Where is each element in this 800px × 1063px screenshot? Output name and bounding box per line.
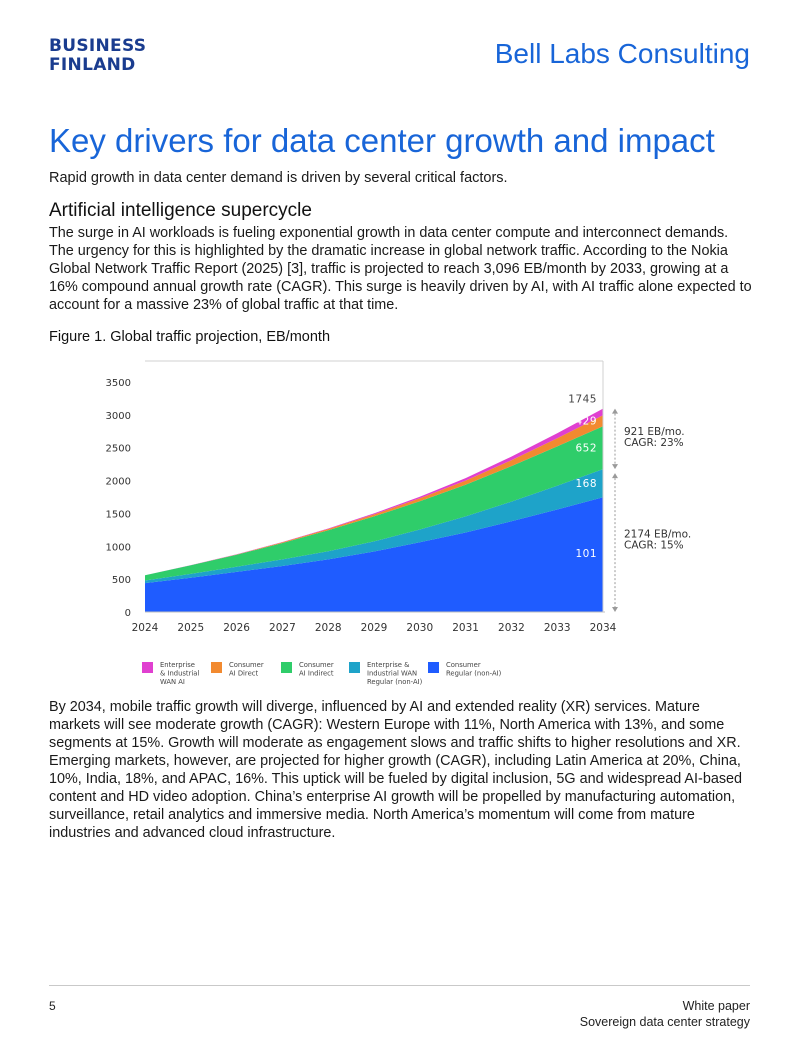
legend-label: Industrial WAN [367, 670, 417, 678]
legend-label: Enterprise & [367, 661, 410, 669]
page-title: Key drivers for data center growth and i… [49, 122, 715, 159]
brand-name: Bell Labs Consulting [494, 38, 750, 69]
annotation-non-ai-line-2: CAGR: 15% [624, 540, 684, 552]
legend-label: Consumer [229, 661, 264, 669]
annotation-ai-line-2: CAGR: 23% [624, 437, 684, 449]
x-tick-label: 2033 [544, 622, 571, 634]
data-label-enterprise-wan: 168 [575, 478, 597, 490]
ai-bracket-arrow-top [612, 408, 618, 414]
legend-swatch [142, 662, 153, 673]
footer-document-info: White paper Sovereign data center strate… [580, 998, 750, 1030]
y-tick-label: 2500 [106, 444, 131, 455]
y-tick-label: 500 [112, 575, 131, 586]
data-label-enterprise-ai: 1745 [568, 394, 597, 406]
data-label-consumer-ai-indirect: 652 [575, 443, 597, 455]
logo-line-1: BUSINESS [49, 36, 147, 56]
chart-labels: 1745 429 652 168 101 921 EB/mo.CAGR: 23% 2174 … [568, 394, 691, 612]
chart-axes: 0 500 1000 1500 2000 2500 3000 3500 2024 2025 2026… [106, 360, 617, 634]
footer-line-2: Sovereign data center strategy [579, 1015, 750, 1029]
x-tick-label: 2031 [452, 622, 479, 634]
y-tick-label: 3500 [106, 378, 131, 389]
data-label-consumer-regular: 101 [575, 548, 597, 560]
x-tick-label: 2029 [361, 622, 388, 634]
legend-label: AI Direct [229, 670, 259, 678]
logo-line-2: FINLAND [49, 55, 136, 75]
figure-caption: Figure 1. Global traffic projection, EB/… [49, 329, 331, 345]
legend-swatch [281, 662, 292, 673]
non-ai-bracket-arrow-bottom [612, 607, 618, 612]
legend-label: Enterprise [160, 661, 195, 669]
footer-line-1: White paper [682, 999, 750, 1013]
x-tick-label: 2027 [269, 622, 296, 634]
annotation-non-ai-line-1: 2174 EB/mo. [624, 529, 691, 541]
section-heading: Artificial intelligence supercycle [49, 200, 312, 221]
legend-label: Regular (non-AI) [367, 678, 423, 686]
legend-swatch [349, 662, 360, 673]
x-tick-label: 2028 [315, 622, 342, 634]
legend-label: Consumer [446, 661, 481, 669]
series-area-0 [145, 497, 603, 612]
legend-label: Consumer [299, 661, 334, 669]
y-tick-label: 3000 [106, 411, 131, 422]
paragraph-2: By 2034, mobile traffic growth will dive… [49, 699, 743, 841]
annotation-ai-line-1: 921 EB/mo. [624, 426, 685, 438]
x-tick-label: 2030 [406, 622, 433, 634]
y-tick-label: 0 [125, 608, 131, 619]
x-tick-label: 2034 [590, 622, 617, 634]
page-number: 5 [49, 999, 56, 1013]
legend-label: WAN AI [160, 678, 185, 686]
non-ai-bracket-arrow-top [612, 473, 618, 479]
business-finland-logo: BUSINESS FINLAND [49, 37, 146, 75]
legend-label: & Industrial [160, 670, 199, 678]
chart-areas [145, 408, 603, 612]
y-tick-label: 1500 [106, 509, 131, 520]
x-tick-label: 2026 [223, 622, 250, 634]
paragraph-1: The surge in AI workloads is fueling exp… [49, 225, 752, 313]
footer-divider [49, 985, 750, 986]
x-tick-label: 2032 [498, 622, 525, 634]
legend-label: AI Indirect [299, 670, 334, 678]
legend-swatch [211, 662, 222, 673]
intro-text: Rapid growth in data center demand is dr… [49, 170, 508, 186]
data-label-consumer-ai-direct: 429 [575, 415, 597, 427]
traffic-projection-chart: 0 500 1000 1500 2000 2500 3000 3500 2024 2025 2026… [106, 360, 691, 686]
y-tick-label: 1000 [106, 542, 131, 553]
y-tick-label: 2000 [106, 477, 131, 488]
x-tick-label: 2024 [132, 622, 159, 634]
legend-swatch [428, 662, 439, 673]
ai-bracket-arrow-bottom [612, 464, 618, 470]
x-tick-label: 2025 [177, 622, 204, 634]
legend-label: Regular (non-AI) [446, 670, 502, 678]
